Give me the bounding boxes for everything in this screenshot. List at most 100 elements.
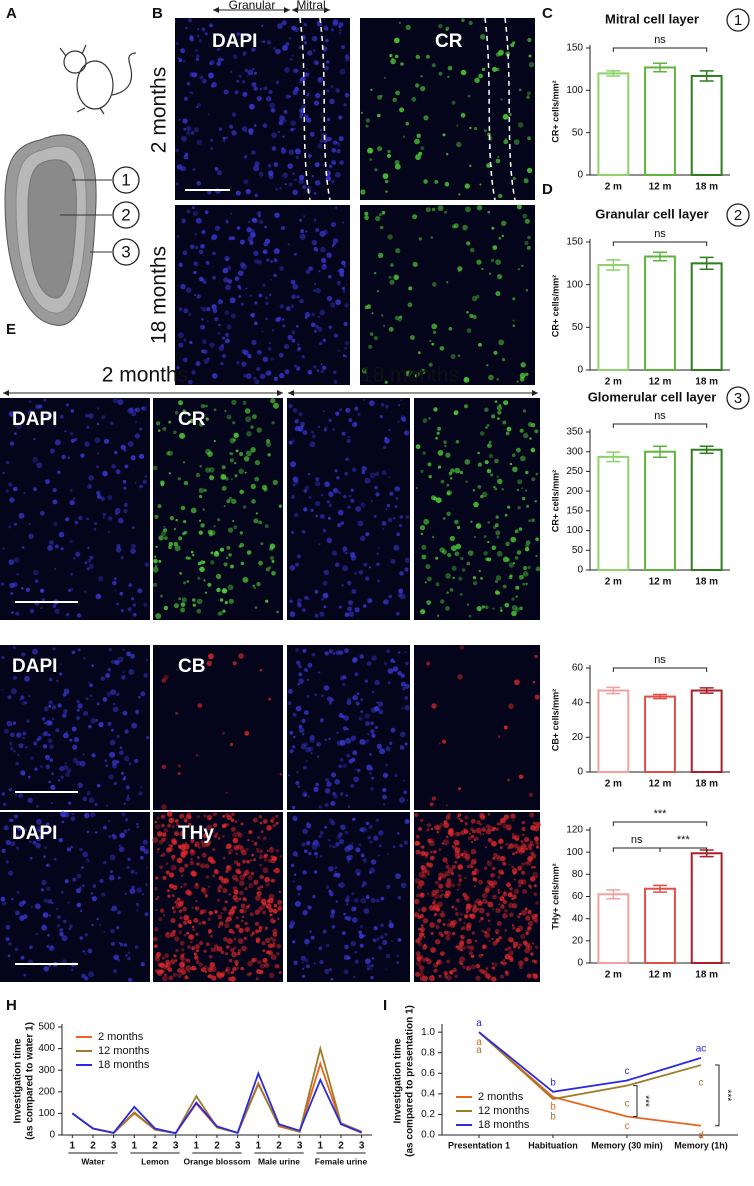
cell-stain: [5, 937, 10, 942]
cell-stain: [281, 147, 285, 150]
cell-stain: [420, 845, 424, 849]
cell-stain: [184, 412, 187, 415]
cell-stain: [361, 465, 367, 472]
cell-stain: [363, 934, 366, 937]
cell-stain: [122, 480, 127, 484]
cell-stain: [301, 842, 306, 847]
cell-stain: [137, 588, 143, 594]
legend-label: 18 months: [478, 1119, 530, 1131]
cell-stain: [199, 911, 203, 916]
cell-stain: [421, 932, 425, 936]
cell-stain: [240, 561, 245, 566]
cell-stain: [338, 650, 344, 655]
cell-stain: [405, 121, 410, 126]
cell-stain: [276, 943, 282, 949]
cell-stain: [296, 366, 301, 371]
cell-stain: [134, 482, 137, 484]
cell-stain: [437, 918, 442, 923]
cell-stain: [369, 772, 372, 775]
cell-stain: [496, 405, 503, 411]
cell-stain: [498, 936, 502, 940]
error-bar: [695, 256, 718, 271]
cell-stain: [131, 597, 135, 601]
cell-stain: [42, 744, 48, 749]
cell-stain: [144, 883, 148, 887]
cell-stain: [438, 742, 441, 745]
cell-stain: [234, 90, 239, 95]
cell-stain: [371, 957, 375, 960]
cell-stain: [389, 279, 395, 285]
cell-stain: [518, 527, 523, 531]
cell-stain: [432, 282, 437, 287]
cell-stain: [194, 261, 198, 265]
cell-stain: [346, 895, 350, 899]
cell-stain: [396, 954, 399, 957]
cell-stain: [173, 430, 177, 435]
cell-stain: [195, 54, 200, 58]
cell-stain: [286, 306, 291, 311]
cell-stain: [401, 417, 407, 422]
cell-stain: [33, 437, 36, 441]
cell-stain: [225, 870, 229, 873]
cell-stain: [323, 569, 329, 576]
cell-stain: [49, 540, 54, 545]
cell-stain: [256, 847, 259, 851]
cell-stain: [85, 414, 89, 418]
cell-stain: [464, 206, 471, 213]
cell-stain: [459, 819, 463, 823]
cell-stain: [200, 967, 207, 973]
cell-stain: [366, 968, 370, 971]
cell-stain: [234, 276, 240, 282]
cell-stain: [200, 404, 205, 409]
cell-stain: [344, 303, 349, 308]
cell-stain: [496, 921, 502, 926]
cell-stain: [254, 161, 260, 167]
cell-stain: [344, 92, 350, 98]
cell-stain: [385, 508, 388, 511]
cell-stain: [377, 94, 383, 100]
cell-stain: [181, 135, 187, 142]
cell-stain: [379, 415, 383, 419]
cell-stain: [238, 295, 241, 298]
significance-bracket: [715, 1064, 720, 1127]
line: [71, 1045, 363, 1135]
cell-stain: [180, 283, 186, 290]
cell-stain: [325, 943, 330, 948]
cell-stain: [193, 917, 199, 923]
y-tick-label: 0: [577, 958, 583, 969]
cell-stain: [369, 752, 372, 756]
cell-stain: [278, 504, 283, 508]
micrograph: [287, 812, 410, 982]
cell-stain: [204, 210, 209, 214]
cell-stain: [332, 242, 336, 246]
cell-stain: [492, 245, 498, 251]
cell-stain: [222, 835, 225, 838]
cell-stain: [350, 784, 355, 788]
cell-stain: [485, 605, 489, 610]
cell-stain: [238, 74, 242, 78]
cell-stain: [528, 519, 531, 522]
cell-stain: [298, 412, 303, 417]
cell-stain: [265, 238, 271, 244]
cell-stain: [338, 832, 343, 837]
cell-stain: [261, 24, 264, 27]
cell-stain: [423, 115, 429, 121]
cell-stain: [241, 263, 247, 270]
cell-stain: [58, 531, 65, 538]
cell-stain: [247, 220, 250, 224]
cell-stain: [48, 700, 53, 705]
cell-stain: [347, 844, 354, 851]
cell-stain: [332, 487, 339, 494]
cell-stain: [79, 760, 86, 767]
cell-stain: [398, 21, 401, 24]
cell-stain: [167, 450, 174, 457]
cell-stain: [158, 559, 162, 563]
cell-stain: [131, 722, 138, 729]
cell-stain: [343, 969, 349, 975]
cell-stain: [152, 566, 159, 573]
cell-stain: [328, 866, 334, 872]
cell-stain: [197, 103, 201, 108]
cell-stain: [251, 840, 254, 843]
cell-stain: [535, 901, 539, 905]
cell-stain: [447, 867, 454, 874]
